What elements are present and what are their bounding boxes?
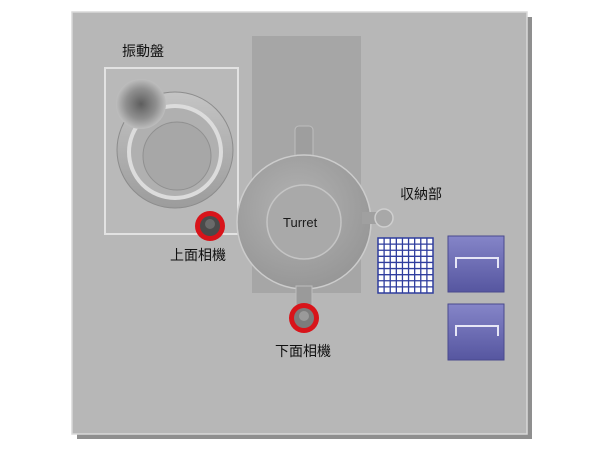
- storage-tray-icon: [447, 235, 505, 293]
- vibration-plate-label: 振動盤: [122, 44, 164, 60]
- turret-label: Turret: [283, 215, 318, 230]
- storage-tray-icon: [377, 237, 434, 294]
- vibratory-bowl-icon: [104, 67, 239, 235]
- turret-side-nozzle: [362, 208, 394, 228]
- bottom-camera-label: 下面相機: [275, 344, 331, 360]
- top-camera-label: 上面相機: [170, 248, 226, 264]
- camera-lens-icon: [195, 211, 225, 241]
- storage-tray-icon: [447, 303, 505, 361]
- storage-label: 収納部: [400, 187, 442, 203]
- camera-lens-icon: [289, 303, 319, 333]
